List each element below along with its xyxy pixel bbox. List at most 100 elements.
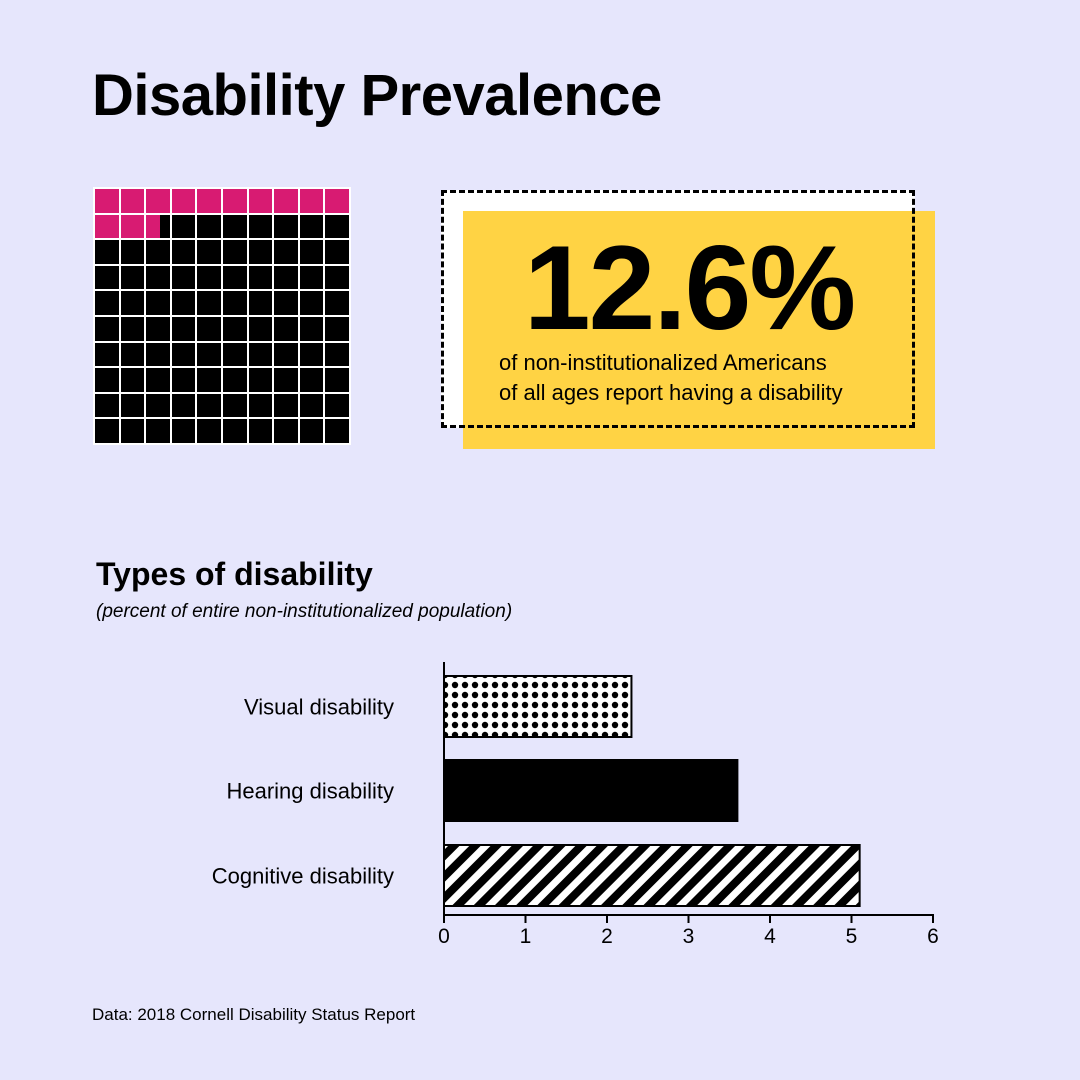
- waffle-cell: [197, 317, 221, 341]
- waffle-cell: [120, 189, 145, 213]
- waffle-cell: [197, 265, 221, 290]
- waffle-cell: [95, 419, 119, 443]
- waffle-cell: [299, 419, 324, 443]
- waffle-cell: [171, 265, 196, 290]
- x-tick-label: 0: [438, 925, 450, 948]
- waffle-cell: [274, 240, 298, 264]
- waffle-cell: [171, 189, 196, 213]
- waffle-cell: [274, 189, 298, 213]
- waffle-cell: [223, 189, 247, 213]
- waffle-cell: [171, 342, 196, 367]
- waffle-cell: [299, 189, 324, 213]
- waffle-cell: [171, 419, 196, 443]
- section-title: Types of disability: [96, 556, 373, 592]
- waffle-cell: [325, 189, 349, 213]
- waffle-cell: [274, 393, 298, 418]
- waffle-cell: [146, 368, 170, 392]
- page-title: Disability Prevalence: [92, 63, 662, 128]
- waffle-cell-partial: [146, 214, 161, 239]
- waffle-cell: [223, 393, 247, 418]
- waffle-cell: [120, 342, 145, 367]
- x-tick-label: 2: [601, 925, 613, 948]
- waffle-cell: [197, 419, 221, 443]
- category-label: Cognitive disability: [212, 864, 394, 889]
- waffle-cell: [95, 342, 119, 367]
- waffle-cell: [95, 368, 119, 392]
- waffle-cell: [223, 214, 247, 239]
- waffle-cell: [325, 214, 349, 239]
- waffle-cell: [325, 240, 349, 264]
- source-note: Data: 2018 Cornell Disability Status Rep…: [92, 1005, 416, 1024]
- waffle-cell: [325, 419, 349, 443]
- stat-caption-line-2: of all ages report having a disability: [499, 380, 843, 405]
- x-tick-label: 5: [846, 925, 858, 948]
- section-subtitle: (percent of entire non-institutionalized…: [96, 601, 513, 622]
- waffle-cell: [120, 265, 145, 290]
- waffle-cell: [120, 317, 145, 341]
- waffle-cell: [274, 214, 298, 239]
- waffle-cell: [197, 240, 221, 264]
- waffle-cell: [299, 214, 324, 239]
- waffle-cell: [274, 419, 298, 443]
- waffle-cell: [248, 368, 273, 392]
- bar-cognitive-disability: [443, 844, 861, 907]
- x-tick-label: 6: [927, 925, 939, 948]
- waffle-cell: [248, 189, 273, 213]
- waffle-cell: [171, 214, 196, 239]
- waffle-cell: [248, 240, 273, 264]
- waffle-cell: [197, 342, 221, 367]
- waffle-cell: [197, 368, 221, 392]
- waffle-cell: [146, 291, 170, 315]
- waffle-cell: [325, 265, 349, 290]
- waffle-cell: [95, 291, 119, 315]
- waffle-cell: [95, 393, 119, 418]
- waffle-cell: [248, 419, 273, 443]
- category-label: Visual disability: [244, 695, 394, 720]
- waffle-cell: [248, 317, 273, 341]
- waffle-cell: [146, 419, 170, 443]
- waffle-cell: [299, 393, 324, 418]
- waffle-cell: [146, 393, 170, 418]
- waffle-cell: [197, 214, 221, 239]
- waffle-cell: [299, 265, 324, 290]
- waffle-cell: [120, 393, 145, 418]
- waffle-cell: [146, 342, 170, 367]
- waffle-cell: [171, 240, 196, 264]
- waffle-cell: [95, 265, 119, 290]
- waffle-cell: [146, 317, 170, 341]
- waffle-cell: [274, 265, 298, 290]
- waffle-cell: [171, 368, 196, 392]
- waffle-cell: [299, 342, 324, 367]
- waffle-cell: [171, 317, 196, 341]
- waffle-cell: [120, 419, 145, 443]
- waffle-cell: [325, 291, 349, 315]
- waffle-cell: [171, 291, 196, 315]
- stat-value: 12.6%: [523, 221, 856, 355]
- stat-card-dashed-border: [441, 190, 915, 428]
- waffle-cell: [223, 317, 247, 341]
- waffle-cell: [95, 214, 119, 239]
- waffle-cell: [325, 342, 349, 367]
- waffle-cell: [274, 368, 298, 392]
- waffle-cell: [248, 291, 273, 315]
- bar-visual-disability: [443, 675, 633, 738]
- x-tick-label: 3: [683, 925, 695, 948]
- waffle-cell: [299, 317, 324, 341]
- stat-caption: of non-institutionalized Americans of al…: [499, 348, 919, 408]
- waffle-cell: [120, 291, 145, 315]
- waffle-cell: [274, 291, 298, 315]
- waffle-cell: [299, 291, 324, 315]
- waffle-cell: [171, 393, 196, 418]
- waffle-cell: [248, 393, 273, 418]
- waffle-cell: [325, 368, 349, 392]
- waffle-cell: [248, 265, 273, 290]
- waffle-cell: [299, 240, 324, 264]
- waffle-cell: [95, 240, 119, 264]
- waffle-cell: [325, 317, 349, 341]
- waffle-cell: [299, 368, 324, 392]
- waffle-cell: [223, 291, 247, 315]
- waffle-chart: [93, 187, 351, 445]
- waffle-cell: [325, 393, 349, 418]
- waffle-cell: [197, 189, 221, 213]
